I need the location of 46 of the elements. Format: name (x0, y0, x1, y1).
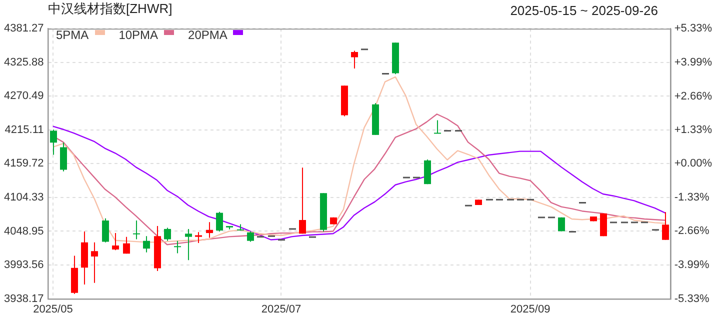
y2-tick-label: +2.66% (674, 90, 712, 102)
y-tick-label: 4270.49 (4, 90, 44, 102)
y2-tick-label: +3.99% (674, 56, 712, 69)
x-tick-label: 2025/05 (33, 303, 73, 316)
candlestick (91, 242, 98, 284)
legend-label: 10PMA (118, 28, 158, 42)
candlestick (247, 230, 254, 242)
legend-label: 20PMA (188, 28, 228, 42)
candlestick (60, 142, 67, 172)
x-tick-label: 2025/07 (261, 303, 302, 316)
candlestick (133, 220, 140, 240)
candlestick (195, 232, 202, 244)
candlestick (662, 212, 669, 240)
y-tick-label: 4381.27 (4, 22, 44, 35)
candlestick (123, 236, 130, 254)
y2-tick-label: +5.33% (674, 22, 712, 35)
y2-tick-label: -1.33% (674, 191, 710, 204)
y-tick-label: 3938.17 (4, 292, 44, 305)
candlestick (174, 240, 181, 254)
chart-title: 中汉线材指数[ZHWR] (48, 0, 172, 18)
y-tick-label: 4215.11 (4, 124, 44, 136)
candlestick (424, 159, 431, 185)
candlestick (102, 218, 109, 243)
y2-tick-label: -2.66% (674, 225, 710, 238)
y2-tick-label: +1.33% (674, 124, 712, 136)
y-tick-label: 4325.88 (4, 56, 44, 68)
legend-label: 5PMA (56, 28, 89, 42)
candlestick (434, 120, 441, 134)
candlestick (143, 236, 150, 253)
x-tick-label: 2025/09 (510, 303, 550, 316)
candlestick (112, 232, 119, 251)
y-tick-label: 4104.33 (4, 192, 44, 204)
y2-tick-label: -3.99% (674, 258, 710, 271)
candlestick (216, 211, 223, 232)
candlestick (50, 129, 57, 156)
y2-tick-label: -5.33% (674, 292, 710, 305)
candlestick (164, 227, 171, 242)
candlestick (299, 167, 306, 234)
chart-subtitle: 2025-05-15 ~ 2025-09-26 (510, 3, 658, 18)
y-tick-label: 4159.72 (4, 158, 44, 170)
candlestick (351, 50, 358, 70)
candlestick (206, 222, 213, 238)
y2-tick-label: +0.00% (674, 158, 712, 170)
y-tick-label: 4048.95 (4, 225, 44, 238)
candlestick (185, 228, 192, 261)
y-tick-label: 3993.56 (4, 259, 44, 272)
